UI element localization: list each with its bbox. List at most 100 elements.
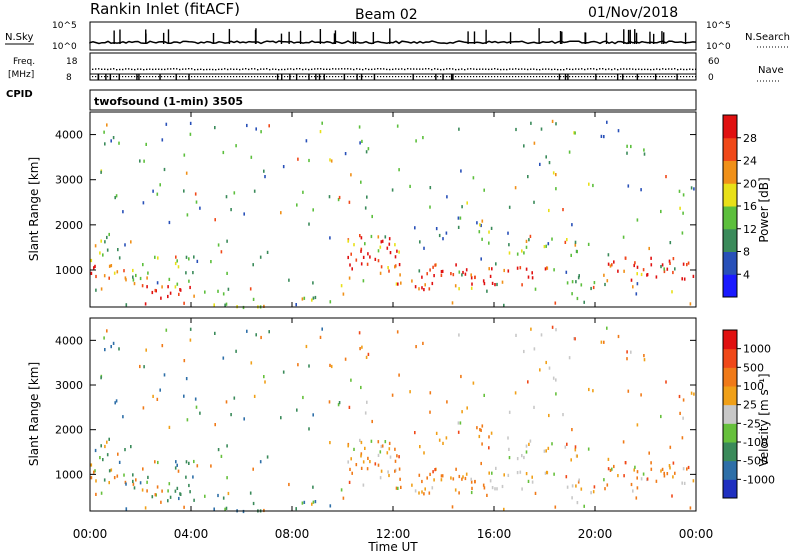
- echo-cell: [489, 479, 492, 483]
- echo-cell: [142, 201, 145, 205]
- echo-cell: [167, 294, 169, 299]
- echo-cell: [380, 265, 383, 269]
- echo-cell: [490, 226, 493, 230]
- echo-cell: [303, 296, 306, 300]
- echo-cell: [362, 483, 365, 487]
- echo-cell: [397, 486, 399, 490]
- echo-cell: [100, 491, 103, 495]
- echo-cell: [642, 268, 645, 272]
- echo-cell: [389, 455, 392, 459]
- echo-cell: [491, 281, 494, 285]
- cpid-label: CPID: [6, 89, 33, 100]
- echo-cell: [574, 445, 577, 449]
- echo-cell: [476, 426, 478, 430]
- echo-cell: [587, 242, 590, 246]
- echo-cell: [252, 467, 254, 471]
- echo-cell: [394, 459, 397, 463]
- echo-cell: [353, 243, 355, 247]
- echo-cell: [592, 183, 594, 188]
- echo-cell: [553, 268, 555, 272]
- cpid-mode: twofsound (1-min) 3505: [94, 95, 243, 108]
- echo-cell: [349, 467, 351, 471]
- echo-cell: [186, 213, 189, 217]
- echo-cell: [113, 271, 116, 275]
- echo-cell: [663, 267, 665, 271]
- echo-cell: [429, 205, 431, 209]
- echo-cell: [348, 200, 351, 204]
- echo-cell: [360, 466, 363, 470]
- echo-cell: [682, 262, 685, 266]
- echo-cell: [571, 484, 574, 488]
- echo-cell: [672, 270, 674, 275]
- echo-cell: [359, 234, 361, 238]
- echo-cell: [458, 333, 460, 337]
- echo-cell: [90, 476, 93, 480]
- echo-cell: [155, 289, 157, 293]
- echo-cell: [551, 119, 554, 123]
- echo-cell: [112, 341, 115, 345]
- echo-cell: [263, 169, 265, 173]
- echo-cell: [486, 289, 488, 293]
- echo-cell: [435, 431, 438, 435]
- echo-cell: [590, 286, 592, 291]
- echo-cell: [188, 257, 190, 261]
- echo-cell: [380, 444, 383, 449]
- echo-cell: [174, 466, 177, 470]
- echo-cell: [531, 271, 533, 275]
- echo-cell: [364, 242, 366, 246]
- echo-cell: [188, 279, 190, 283]
- colorbar-swatch: [723, 330, 737, 350]
- echo-cell: [351, 471, 353, 475]
- echo-cell: [421, 286, 423, 290]
- echo-cell: [434, 263, 436, 267]
- echo-cell: [543, 245, 546, 249]
- echo-cell: [204, 290, 206, 294]
- echo-cell: [174, 261, 177, 266]
- echo-cell: [152, 189, 154, 193]
- echo-cell: [217, 493, 219, 498]
- echo-cell: [213, 507, 215, 511]
- echo-cell: [391, 188, 394, 192]
- x-tick-label: 00:00: [73, 527, 108, 541]
- echo-cell: [474, 480, 476, 484]
- echo-cell: [194, 397, 197, 401]
- y-tick-label: 2000: [55, 219, 83, 232]
- echo-cell: [340, 284, 343, 288]
- echo-cell: [692, 274, 695, 278]
- echo-cell: [377, 249, 380, 253]
- echo-cell: [678, 394, 681, 399]
- velocity-colorbar: 1000 500 100 25 -25 -100 -500 -1000: [722, 329, 775, 499]
- echo-cell: [533, 200, 535, 204]
- echo-cell: [503, 268, 505, 273]
- echo-cell: [106, 235, 108, 240]
- echo-cell: [246, 329, 248, 333]
- echo-cell: [185, 171, 188, 175]
- echo-cell: [419, 445, 421, 449]
- echo-cell: [154, 460, 156, 464]
- echo-cell: [329, 236, 331, 240]
- echo-cell: [185, 377, 188, 381]
- echo-cell: [539, 162, 541, 166]
- colorbar-tick-label: 1000: [743, 343, 771, 356]
- echo-cell: [495, 262, 497, 266]
- echo-cell: [593, 485, 596, 489]
- echo-cell: [478, 230, 481, 234]
- echo-cell: [440, 273, 443, 277]
- echo-cell: [507, 473, 510, 477]
- echo-cell: [95, 288, 97, 292]
- echo-cell: [139, 159, 141, 163]
- echo-cell: [314, 500, 317, 504]
- echo-cell: [193, 459, 195, 464]
- echo-cell: [514, 186, 517, 190]
- freq-unit-label: [MHz]: [8, 70, 34, 80]
- echo-cell: [151, 495, 154, 499]
- echo-cell: [414, 285, 417, 289]
- echo-cell: [636, 218, 639, 222]
- echo-cell: [344, 152, 347, 156]
- echo-cell: [445, 436, 448, 440]
- echo-cell: [347, 255, 349, 260]
- echo-cell: [483, 188, 485, 192]
- echo-cell: [360, 249, 362, 253]
- echo-cell: [361, 345, 363, 349]
- echo-cell: [328, 400, 331, 404]
